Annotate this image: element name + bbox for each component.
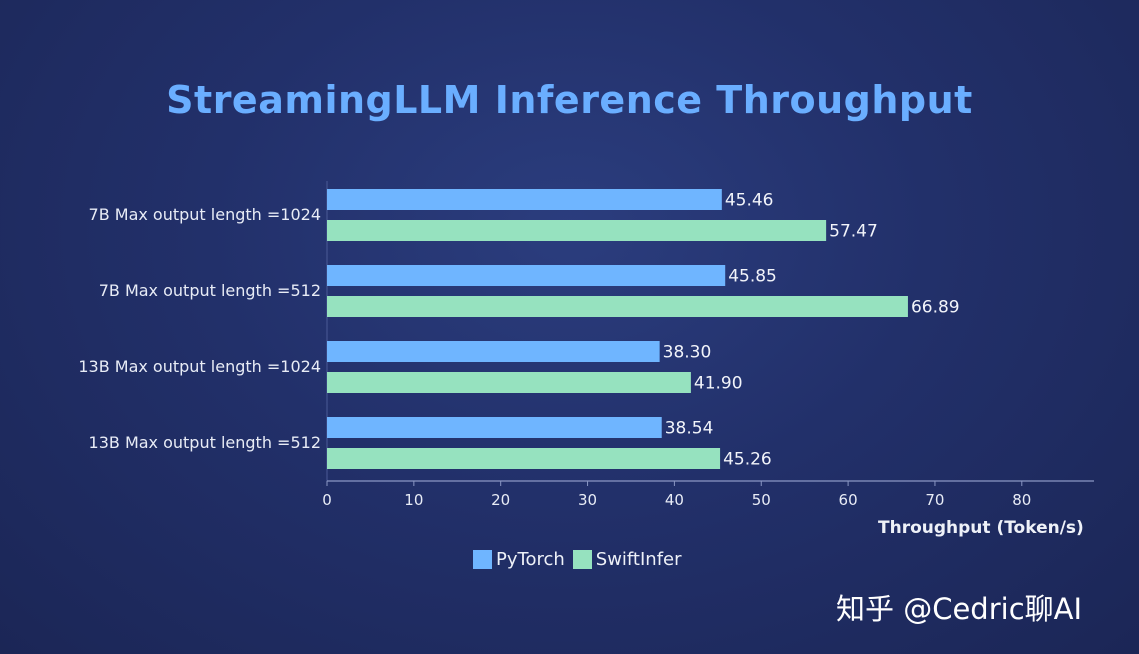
data-label: 38.30	[663, 343, 712, 363]
x-tick-label: 20	[491, 491, 510, 509]
x-tick-label: 60	[839, 491, 858, 509]
x-tick-label: 80	[1012, 491, 1031, 509]
bar-swiftinfer	[327, 448, 721, 469]
x-tick-label: 50	[752, 491, 771, 509]
x-tick-label: 30	[578, 491, 597, 509]
chart-title: StreamingLLM Inference Throughput	[166, 78, 973, 122]
bar-pytorch	[327, 341, 660, 362]
x-tick-label: 0	[322, 491, 332, 509]
legend-item-swiftinfer: SwiftInfer	[572, 549, 682, 570]
bar-pytorch	[327, 417, 662, 438]
x-tick-label: 70	[925, 491, 944, 509]
data-label: 45.46	[725, 191, 774, 211]
category-label: 7B Max output length =1024	[89, 205, 321, 224]
legend-swatch-pytorch	[473, 550, 492, 569]
data-label: 45.85	[728, 267, 777, 287]
x-tick-label: 10	[404, 491, 423, 509]
bar-swiftinfer	[327, 372, 691, 393]
bar-swiftinfer	[327, 220, 827, 241]
category-label: 13B Max output length =1024	[78, 357, 321, 376]
data-label: 38.54	[665, 419, 714, 439]
legend-item-pytorch: PyTorch	[473, 549, 565, 570]
data-label: 45.26	[723, 450, 772, 470]
x-axis-label: Throughput (Token/s)	[878, 518, 1084, 538]
data-label: 41.90	[694, 374, 743, 394]
category-label: 7B Max output length =512	[99, 281, 321, 300]
legend-label-pytorch: PyTorch	[496, 549, 565, 570]
legend-label-swiftinfer: SwiftInfer	[595, 549, 682, 570]
bar-swiftinfer	[327, 296, 908, 317]
data-label: 66.89	[911, 298, 960, 318]
watermark: 知乎 @Cedric聊AI	[836, 592, 1083, 626]
legend: PyTorch SwiftInfer	[473, 549, 690, 570]
bar-pytorch	[327, 265, 726, 286]
data-label: 57.47	[829, 222, 878, 242]
bar-pytorch	[327, 189, 722, 210]
category-label: 13B Max output length =512	[89, 433, 321, 452]
x-tick-label: 40	[665, 491, 684, 509]
legend-swatch-swiftinfer	[572, 550, 592, 569]
